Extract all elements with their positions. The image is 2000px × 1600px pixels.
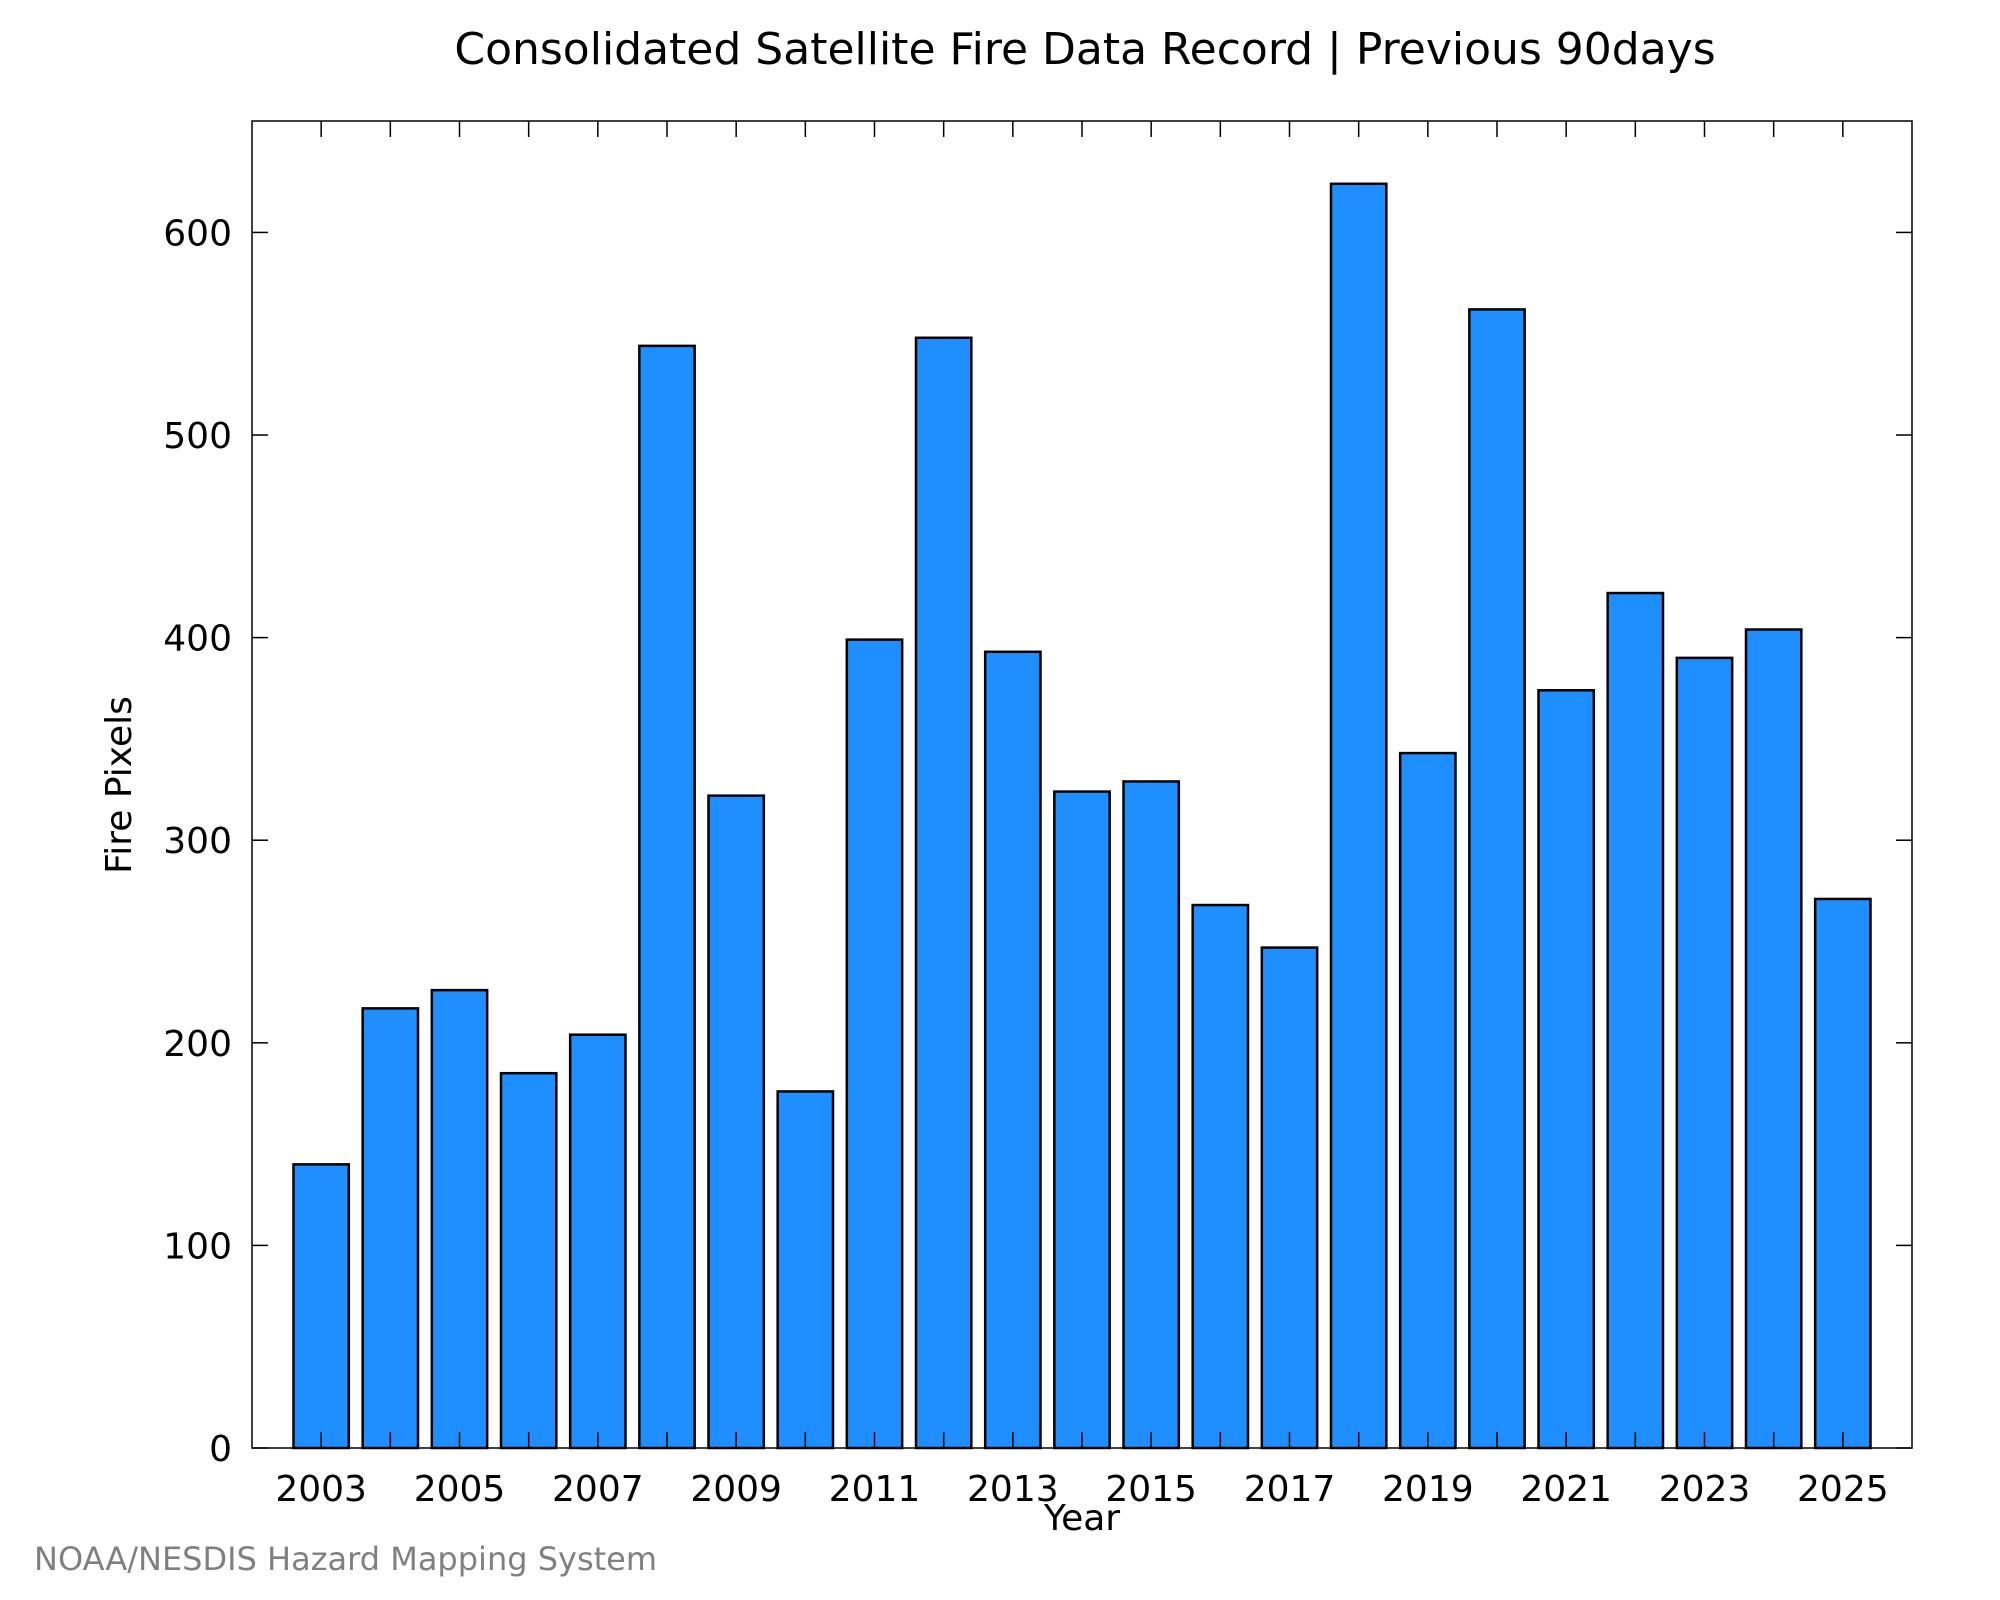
bar-2008 <box>638 344 696 1450</box>
x-tick-label: 2025 <box>1797 1469 1889 1510</box>
bar-2016 <box>1191 903 1250 1450</box>
bar-2023 <box>1675 656 1734 1450</box>
ticks-layer <box>252 121 1912 1449</box>
bar-2013 <box>983 650 1042 1450</box>
bar-2025 <box>1813 897 1872 1450</box>
bar-2019 <box>1398 751 1457 1450</box>
x-tick-label: 2003 <box>275 1469 367 1510</box>
y-tick-label: 200 <box>163 1024 232 1065</box>
bar-2018 <box>1329 182 1388 1450</box>
bar-2017 <box>1260 946 1319 1450</box>
bars-layer <box>292 182 1872 1450</box>
y-tick-label: 400 <box>163 619 232 660</box>
x-tick-label: 2011 <box>829 1469 921 1510</box>
bar-2009 <box>707 794 766 1450</box>
x-tick-labels: 2003 2005 2007 2009 2011 2013 2015 2017 2019 2021… <box>275 1469 1888 1510</box>
x-tick-label: 2009 <box>690 1469 782 1510</box>
x-tick-label: 2015 <box>1105 1469 1197 1510</box>
bar-2021 <box>1537 689 1596 1450</box>
y-axis-label: Fire Pixels <box>99 696 140 874</box>
bar-2006 <box>499 1071 558 1450</box>
bar-2004 <box>361 1007 420 1450</box>
x-tick-label: 2019 <box>1382 1469 1474 1510</box>
x-axis-label: Year <box>1043 1498 1120 1539</box>
y-tick-labels: 0 100 200 300 400 500 600 <box>163 213 232 1470</box>
bar-2015 <box>1122 780 1181 1450</box>
x-tick-label: 2023 <box>1659 1469 1751 1510</box>
y-tick-label: 600 <box>163 213 232 254</box>
bar-2012 <box>914 336 973 1450</box>
bar-2020 <box>1468 308 1526 1450</box>
x-tick-label: 2017 <box>1244 1469 1336 1510</box>
y-tick-label: 0 <box>209 1429 232 1470</box>
plot-frame <box>251 120 1913 1449</box>
bar-2011 <box>845 638 904 1450</box>
bar-2003 <box>292 1163 351 1450</box>
bar-2010 <box>776 1090 835 1450</box>
y-tick-label: 500 <box>163 416 232 457</box>
x-tick-label: 2007 <box>552 1469 644 1510</box>
footer-credit: NOAA/NESDIS Hazard Mapping System <box>34 1540 657 1578</box>
bar-2022 <box>1606 591 1665 1450</box>
chart-title: Consolidated Satellite Fire Data Record … <box>454 24 1715 75</box>
bar-2005 <box>430 988 489 1450</box>
x-tick-label: 2021 <box>1520 1469 1612 1510</box>
bar-2014 <box>1053 790 1111 1450</box>
x-tick-label: 2013 <box>967 1469 1059 1510</box>
bar-2007 <box>568 1033 627 1450</box>
x-tick-label: 2005 <box>414 1469 506 1510</box>
y-tick-label: 300 <box>163 821 232 862</box>
y-tick-label: 100 <box>163 1226 232 1267</box>
bar-2024 <box>1744 628 1803 1450</box>
